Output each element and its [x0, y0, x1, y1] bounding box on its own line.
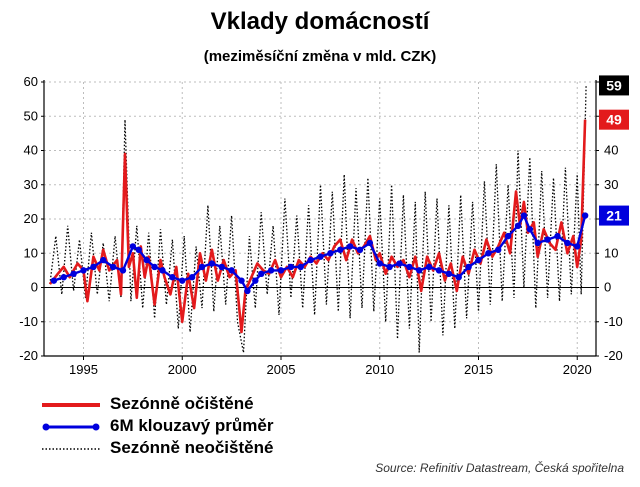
- series-line-moving-average: [53, 214, 587, 293]
- moving-average-point: [252, 277, 259, 284]
- moving-average-point: [425, 263, 433, 271]
- moving-average-point: [297, 263, 304, 271]
- end-value-label: 59: [606, 77, 622, 93]
- x-tick-label: 2010: [365, 362, 394, 377]
- moving-average-point: [80, 267, 87, 274]
- moving-average-point: [179, 277, 186, 284]
- moving-average-point: [376, 260, 383, 267]
- moving-average-point: [307, 256, 314, 264]
- legend-label-nsa: Sezónně neočištěné: [110, 438, 274, 457]
- x-tick-label: 2000: [168, 362, 197, 377]
- moving-average-point: [475, 256, 482, 264]
- moving-average-point: [143, 256, 150, 264]
- moving-average-point: [544, 236, 551, 243]
- moving-average-point: [396, 260, 403, 267]
- y-tick-label-left: -10: [19, 314, 38, 329]
- moving-average-point: [520, 212, 528, 219]
- y-tick-label-right: 10: [604, 245, 618, 260]
- moving-average-point: [258, 270, 265, 277]
- x-tick-label: 2015: [464, 362, 493, 377]
- legend-swatch-dotted-line: [42, 448, 100, 450]
- moving-average-point: [581, 212, 589, 219]
- moving-average-point: [526, 226, 534, 233]
- chart-title: Vklady domácností: [210, 8, 430, 35]
- moving-average-point: [386, 263, 393, 271]
- y-tick-label-right: 0: [604, 280, 611, 295]
- source-note: Source: Refinitiv Datastream, Česká spoř…: [375, 461, 624, 475]
- moving-average-point: [135, 246, 142, 254]
- moving-average-point: [435, 267, 443, 274]
- moving-average-point: [406, 263, 413, 271]
- y-tick-label-left: 50: [24, 108, 38, 123]
- y-tick-label-right: -10: [604, 314, 623, 329]
- y-tick-label-left: 30: [24, 177, 38, 192]
- y-tick-label-left: 20: [24, 211, 38, 226]
- moving-average-point: [455, 274, 462, 281]
- y-tick-label-right: -20: [604, 348, 623, 363]
- moving-average-point: [564, 239, 571, 247]
- moving-average-point: [327, 250, 334, 257]
- moving-average-point: [366, 239, 374, 247]
- moving-average-point: [465, 263, 472, 271]
- moving-average-point: [356, 246, 364, 254]
- y-tick-label-left: 0: [31, 280, 38, 295]
- moving-average-point: [70, 270, 77, 277]
- moving-average-point: [337, 246, 344, 254]
- moving-average-point: [100, 256, 107, 264]
- y-tick-label-left: -20: [19, 348, 38, 363]
- moving-average-point: [416, 267, 423, 274]
- moving-average-point: [495, 246, 502, 254]
- end-value-badge: [599, 205, 629, 226]
- moving-average-point: [119, 267, 127, 274]
- moving-average-point: [317, 253, 324, 260]
- moving-average-point: [485, 250, 492, 257]
- moving-average-point: [90, 263, 97, 271]
- moving-average-point: [198, 263, 206, 271]
- legend-label-sa: Sezónně očištěné: [110, 394, 254, 413]
- legend-swatch-red-line: [42, 403, 100, 407]
- y-tick-label-right: 40: [604, 143, 618, 158]
- end-value-label: 49: [606, 112, 622, 128]
- chart-subtitle: (meziměsíční změna v mld. CZK): [203, 48, 437, 65]
- moving-average-point: [109, 263, 117, 271]
- end-value-label: 21: [606, 208, 622, 224]
- moving-average-point: [346, 243, 354, 250]
- legend-label-ma: 6M klouzavý průměr: [110, 416, 274, 435]
- moving-average-point: [159, 267, 166, 274]
- moving-average-point: [50, 277, 58, 284]
- moving-average-point: [151, 263, 158, 271]
- moving-average-point: [267, 267, 275, 274]
- moving-average-point: [238, 277, 245, 284]
- end-value-badge: [599, 75, 629, 96]
- y-tick-label-right: 30: [604, 177, 618, 192]
- legend-swatch-blue-marker-line: [42, 423, 100, 431]
- moving-average-point: [445, 270, 453, 277]
- moving-average-point: [514, 222, 522, 230]
- y-tick-label-left: 10: [24, 245, 38, 260]
- y-tick-label-left: 40: [24, 143, 38, 158]
- moving-average-point: [188, 274, 196, 281]
- moving-average-point: [208, 260, 216, 267]
- x-tick-label: 2020: [563, 362, 592, 377]
- end-value-badge: [599, 109, 629, 130]
- chart-canvas: -20-20-10-100010102020303040405050606019…: [19, 74, 629, 377]
- moving-average-point: [169, 274, 176, 281]
- moving-average-point: [244, 287, 251, 295]
- moving-average-point: [60, 274, 67, 281]
- moving-average-point: [534, 239, 541, 247]
- moving-average-point: [129, 243, 137, 250]
- moving-average-point: [554, 232, 561, 240]
- x-tick-label: 1995: [69, 362, 98, 377]
- moving-average-point: [504, 232, 512, 240]
- x-tick-label: 2005: [267, 362, 296, 377]
- y-tick-label-left: 60: [24, 74, 38, 89]
- moving-average-point: [287, 263, 295, 271]
- moving-average-point: [574, 243, 581, 250]
- series-line-seasonally-adjusted: [48, 119, 587, 334]
- moving-average-point: [277, 267, 285, 274]
- moving-average-point: [218, 263, 225, 271]
- moving-average-point: [228, 267, 235, 274]
